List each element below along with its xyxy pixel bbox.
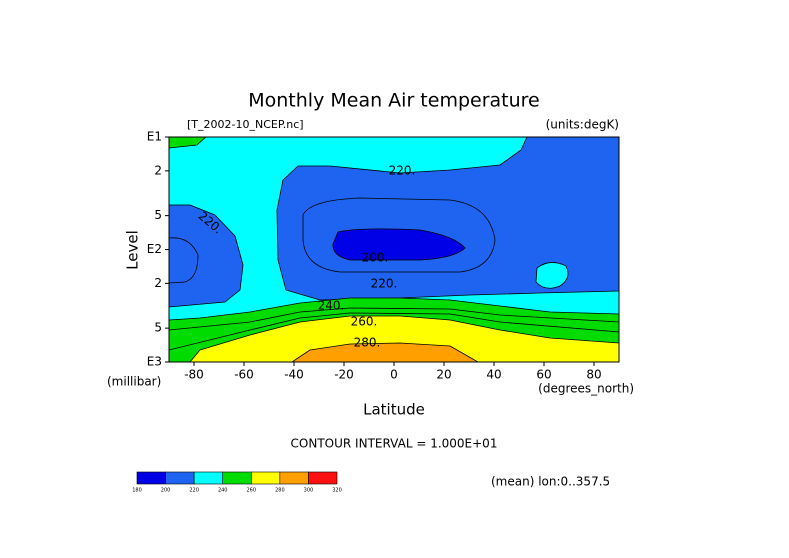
contour-region	[169, 204, 244, 308]
colorbar-label: 220	[189, 488, 199, 494]
contour-region	[169, 137, 207, 149]
colorbar-label: 200	[161, 488, 171, 494]
x-tick-label: 20	[436, 368, 451, 382]
chart-title: Monthly Mean Air temperature	[248, 90, 539, 112]
colorbar-box	[193, 471, 224, 485]
contour-line	[169, 307, 619, 331]
x-tick-label: 40	[486, 368, 501, 382]
colorbar-box	[279, 471, 309, 485]
contour-region	[332, 228, 466, 261]
contour-interval: CONTOUR INTERVAL = 1.000E+01	[291, 437, 498, 451]
footer: (mean) lon:0..357.5	[491, 475, 610, 489]
colorbar-box	[136, 471, 166, 485]
colorbar-box	[308, 471, 338, 485]
contour-line	[169, 237, 199, 284]
x-tick-label: -80	[184, 368, 204, 382]
y-tick-label: 2	[154, 163, 162, 177]
contour-line	[302, 197, 496, 273]
y-unit-label: (millibar)	[107, 375, 161, 389]
contour-region	[291, 342, 479, 362]
contour-label: 220.	[389, 164, 416, 178]
contour-label: 280.	[354, 336, 381, 350]
colorbar-box	[250, 471, 281, 485]
contour-label: 220.	[371, 277, 398, 291]
x-axis-label: Latitude	[363, 401, 425, 419]
y-tick-label: E1	[147, 130, 162, 144]
y-tick-label: 5	[154, 208, 162, 222]
x-tick-label: 60	[536, 368, 551, 382]
contour-label: 200.	[362, 251, 389, 265]
contour-label: 240.	[318, 299, 345, 313]
y-tick-label: 5	[154, 321, 162, 335]
colorbar-label: 280	[275, 488, 285, 494]
y-tick-label: 2	[154, 276, 162, 290]
contour-region	[189, 315, 619, 362]
y-tick-label: E2	[147, 242, 162, 256]
colorbar-label: 320	[332, 488, 342, 494]
file-label: [T_2002-10_NCEP.nc]	[187, 118, 304, 131]
contour-line	[169, 312, 619, 351]
colorbar-label: 180	[132, 488, 142, 494]
x-tick-label: 80	[586, 368, 601, 382]
colorbar-label: 240	[218, 488, 228, 494]
y-tick-label: E3	[147, 355, 162, 369]
contour-fills	[169, 137, 619, 362]
units-label: (units:degK)	[546, 118, 619, 132]
x-unit-label: (degrees_north)	[538, 382, 634, 396]
y-axis-label: Level	[124, 230, 142, 270]
colorbar-box	[222, 471, 252, 485]
colorbar-label: 260	[247, 488, 257, 494]
contour-region	[535, 262, 569, 289]
x-tick-label: 0	[390, 368, 398, 382]
colorbar-label: 300	[304, 488, 314, 494]
x-tick-label: -60	[234, 368, 254, 382]
x-tick-label: -40	[284, 368, 304, 382]
colorbar-box	[165, 471, 195, 485]
contour-label: 260.	[351, 315, 378, 329]
x-tick-label: -20	[334, 368, 354, 382]
